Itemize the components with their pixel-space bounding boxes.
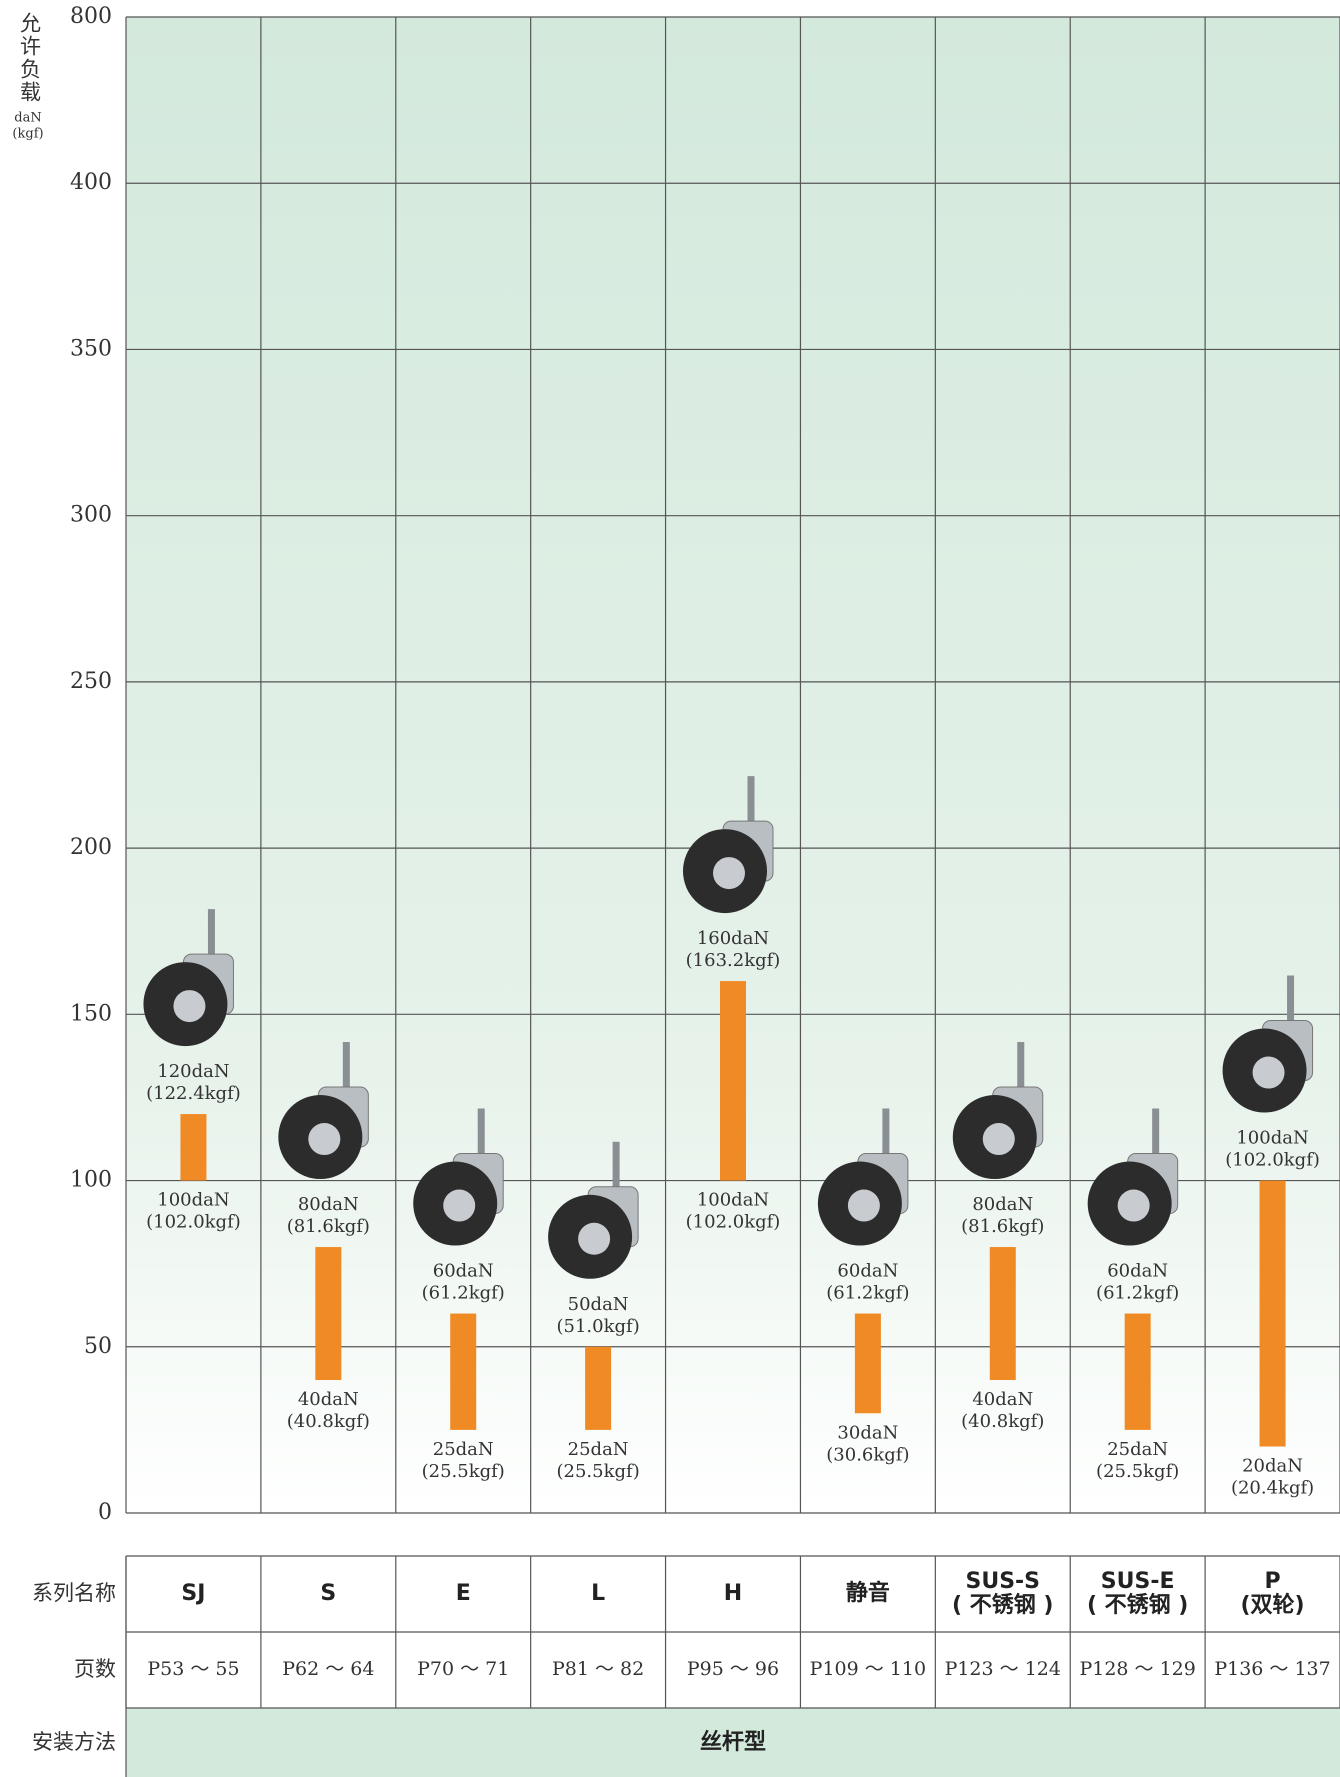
high-label: (61.2kgf) — [1096, 1283, 1179, 1304]
low-label: (25.5kgf) — [422, 1461, 505, 1482]
y-tick-label: 300 — [70, 503, 112, 528]
caster-hub — [983, 1123, 1015, 1155]
high-label: 120daN — [157, 1061, 229, 1082]
caster-hub — [173, 990, 205, 1022]
high-label: 100daN — [1236, 1128, 1308, 1149]
high-label: (61.2kgf) — [422, 1283, 505, 1304]
high-label: 80daN — [298, 1194, 359, 1215]
page-label: P123 ～ 124 — [945, 1658, 1061, 1680]
low-label: (40.8kgf) — [287, 1411, 370, 1432]
y-axis-unit-alt: (kgf) — [12, 127, 43, 142]
low-label: (102.0kgf) — [686, 1212, 781, 1233]
low-label: (30.6kgf) — [826, 1444, 909, 1465]
y-tick-label: 50 — [84, 1334, 112, 1359]
row-label: 页数 — [74, 1657, 116, 1681]
category-label: ( 不锈钢 ) — [952, 1592, 1053, 1618]
category-label: S — [320, 1581, 336, 1606]
y-tick-label: 100 — [70, 1168, 112, 1193]
page-label: P53 ～ 55 — [147, 1658, 239, 1680]
y-tick-label: 200 — [70, 835, 112, 860]
y-axis-label: 允许负载 — [18, 12, 42, 104]
y-tick-label: 400 — [70, 170, 112, 195]
high-label: (61.2kgf) — [826, 1283, 909, 1304]
high-label: (81.6kgf) — [287, 1216, 370, 1237]
range-bar — [720, 981, 746, 1180]
low-label: 100daN — [697, 1190, 769, 1211]
low-label: (25.5kgf) — [1096, 1461, 1179, 1482]
mounting: 丝杆型 — [700, 1729, 766, 1755]
high-label: (51.0kgf) — [557, 1316, 640, 1337]
low-label: 40daN — [298, 1389, 359, 1410]
high-label: (81.6kgf) — [961, 1216, 1044, 1237]
low-label: 30daN — [837, 1422, 898, 1443]
high-label: 50daN — [568, 1294, 629, 1315]
page-label: P95 ～ 96 — [687, 1658, 779, 1680]
chart: 允许负载 daN (kgf) 丝杆型 系列名称 页数 安装方法 0 50 100 15… — [0, 0, 1340, 1777]
high-label: (163.2kgf) — [686, 950, 781, 971]
category-label: 静音 — [846, 1580, 890, 1606]
page-label: P136 ～ 137 — [1214, 1658, 1330, 1680]
range-bar — [315, 1247, 341, 1380]
low-label: 25daN — [1107, 1439, 1168, 1460]
low-label: 40daN — [972, 1389, 1033, 1410]
page-label: P70 ～ 71 — [417, 1658, 509, 1680]
low-label: (25.5kgf) — [557, 1461, 640, 1482]
category-label: SUS-E — [1101, 1569, 1175, 1594]
range-bar — [990, 1247, 1016, 1380]
category-label: SJ — [181, 1581, 205, 1606]
y-tick-label: 800 — [70, 4, 112, 29]
low-label: (40.8kgf) — [961, 1411, 1044, 1432]
caster-hub — [1253, 1057, 1285, 1089]
page-label: P62 ～ 64 — [282, 1658, 374, 1680]
y-axis-unit: daN — [14, 111, 41, 126]
row-label: 系列名称 — [32, 1581, 116, 1605]
page-label: P109 ～ 110 — [810, 1658, 926, 1680]
y-tick-label: 350 — [70, 336, 112, 361]
caster-hub — [848, 1190, 880, 1222]
category-label: ( 不锈钢 ) — [1087, 1592, 1188, 1618]
caster-hub — [578, 1223, 610, 1255]
low-label: 25daN — [568, 1439, 629, 1460]
low-label: 25daN — [433, 1439, 494, 1460]
high-label: 80daN — [972, 1194, 1033, 1215]
caster-hub — [713, 857, 745, 889]
high-label: 60daN — [1107, 1261, 1168, 1282]
range-bar — [1260, 1181, 1286, 1447]
high-label: 160daN — [697, 928, 769, 949]
range-bar — [450, 1314, 476, 1430]
low-label: 20daN — [1242, 1456, 1303, 1477]
category-label: SUS-S — [966, 1569, 1041, 1594]
caster-hub — [443, 1190, 475, 1222]
page-label: P81 ～ 82 — [552, 1658, 644, 1680]
category-label: L — [591, 1581, 605, 1606]
range-bar — [585, 1347, 611, 1430]
page-label: P128 ～ 129 — [1079, 1658, 1195, 1680]
low-label: (102.0kgf) — [146, 1212, 241, 1233]
high-label: 60daN — [837, 1261, 898, 1282]
range-bar — [855, 1314, 881, 1414]
row-label: 安装方法 — [32, 1730, 116, 1754]
category-label: P — [1264, 1569, 1280, 1594]
category-label: (双轮) — [1240, 1592, 1304, 1618]
range-bar — [1125, 1314, 1151, 1430]
category-label: E — [456, 1581, 471, 1606]
y-tick-label: 150 — [70, 1001, 112, 1026]
high-label: 60daN — [433, 1261, 494, 1282]
caster-hub — [308, 1123, 340, 1155]
low-label: (20.4kgf) — [1231, 1478, 1314, 1499]
caster-hub — [1118, 1190, 1150, 1222]
y-tick-label: 0 — [98, 1500, 112, 1525]
high-label: (122.4kgf) — [146, 1083, 241, 1104]
low-label: 100daN — [157, 1190, 229, 1211]
range-bar — [180, 1114, 206, 1180]
y-tick-label: 250 — [70, 669, 112, 694]
high-label: (102.0kgf) — [1225, 1150, 1320, 1171]
category-label: H — [724, 1581, 742, 1606]
